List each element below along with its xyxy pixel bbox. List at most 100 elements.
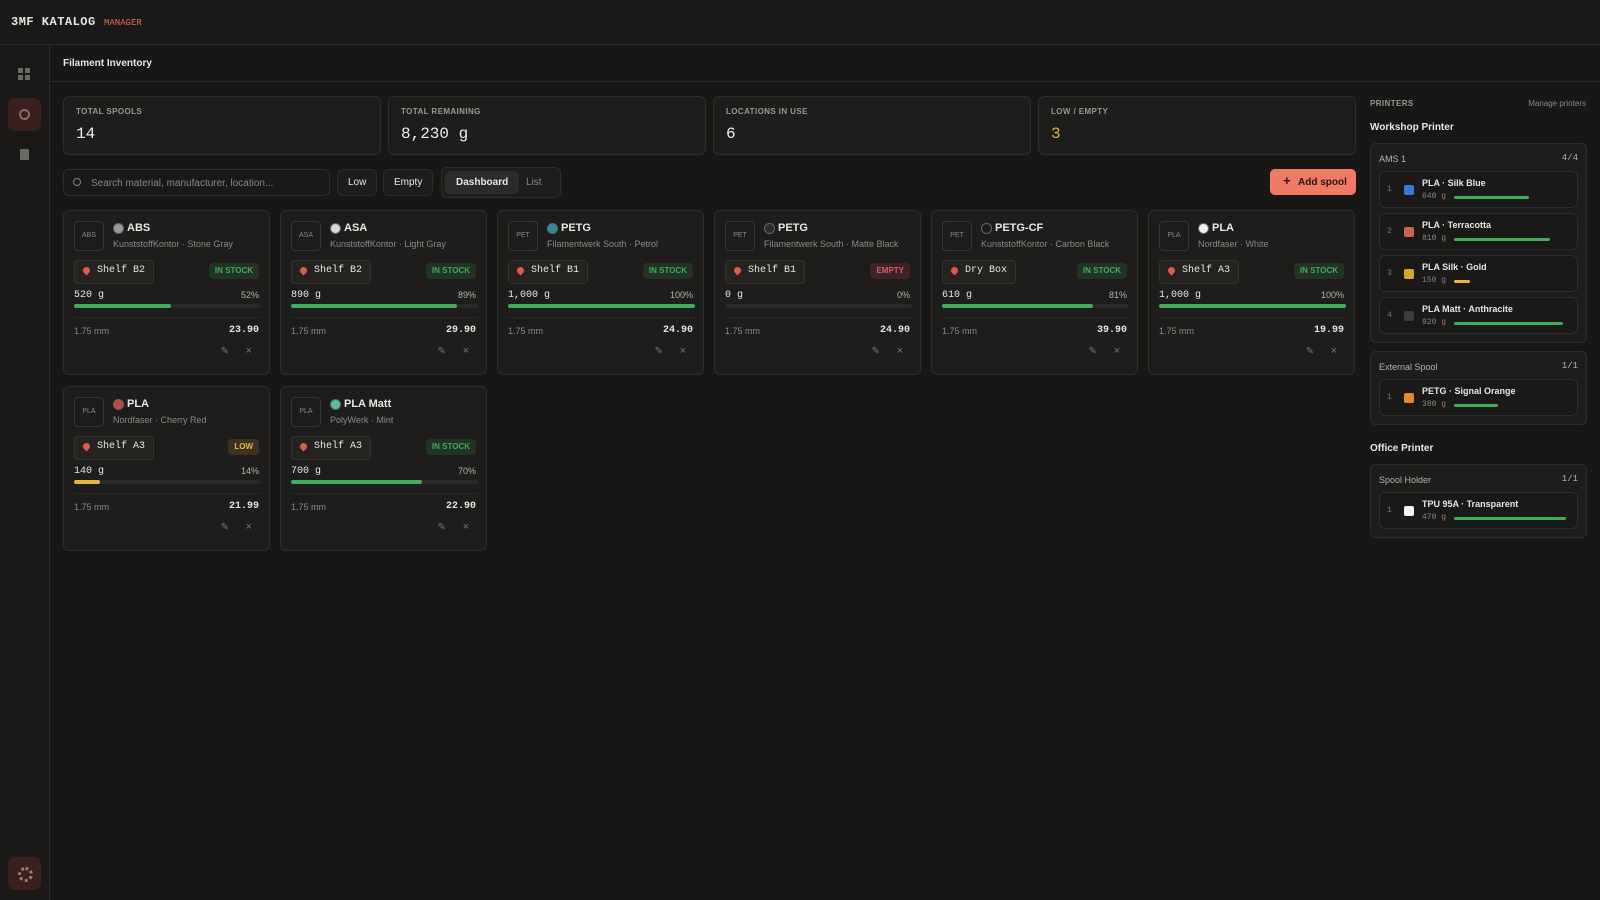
search-input[interactable]: Search material, manufacturer, location.… [63,169,330,196]
stat-card: TOTAL SPOOLS 14 [63,96,381,155]
location-pill: Dry Box [942,260,1017,284]
slot-color [1404,227,1414,237]
slot-color [1404,506,1414,516]
slot-name: TPU 95A · Transparent [1422,499,1519,509]
spool-card[interactable]: ASA ASA KunststoffKontor · Light Gray Shelf… [280,210,487,375]
diameter: 1.75 mm [74,326,110,336]
view-list[interactable]: List [526,177,542,188]
color-dot [981,223,992,234]
slot-fill [1454,196,1530,199]
fill-bar [508,304,695,308]
location-pill: Shelf B2 [74,260,155,284]
slot[interactable]: 2 PLA · Terracotta 810 g [1379,213,1578,250]
fill-bar [291,304,458,308]
nav-trash[interactable] [20,149,29,160]
spool-card[interactable]: PET PETG Filamentwerk South · Petrol Shelf … [497,210,704,375]
color-dot [330,223,341,234]
edit-button[interactable]: ✎ [1088,346,1097,357]
manufacturer: KunststoffKontor · Light Gray [330,239,446,249]
spool-card[interactable]: ABS ABS KunststoffKontor · Stone Gray Shelf… [63,210,270,375]
price: 22.90 [445,501,476,512]
delete-button[interactable]: × [1113,345,1120,357]
slot[interactable]: 1 TPU 95A · Transparent 470 g [1379,492,1578,529]
slot[interactable]: 3 PLA Silk · Gold 150 g [1379,255,1578,292]
fill-track [74,304,261,308]
view-dashboard[interactable]: Dashboard [445,171,520,194]
manufacturer: Filamentwerk South · Petrol [547,239,659,249]
filter-button[interactable]: Low [337,169,378,196]
slot-color [1404,185,1414,195]
edit-button[interactable]: ✎ [220,522,229,533]
pin-icon [1166,265,1177,276]
pin-icon [515,265,526,276]
color-dot [547,223,558,234]
percent: 70% [457,466,476,476]
delete-button[interactable]: × [245,521,252,533]
slot-name: PLA · Silk Blue [1422,178,1486,188]
manage-printers[interactable]: Manage printers [1528,99,1586,108]
delete-button[interactable]: × [1330,345,1337,357]
manufacturer: KunststoffKontor · Carbon Black [981,239,1110,249]
slot-track [1454,404,1566,407]
spool-card[interactable]: PLA PLA Matt PolyWerk · Mint Shelf A3 IN STO… [280,386,487,551]
diameter: 1.75 mm [942,326,978,336]
stat-card: LOCATIONS IN USE 6 [713,96,1031,155]
fill-track [725,304,912,308]
status-badge: IN STOCK [208,263,259,279]
filter-button[interactable]: Empty [383,169,434,196]
weight: 520 g [74,290,105,301]
spool-card[interactable]: PET PETG-CF KunststoffKontor · Carbon Blac… [931,210,1138,375]
slot-weight: 920 g [1422,318,1447,327]
stat-label: TOTAL SPOOLS [76,107,143,116]
slot-fill [1454,404,1498,407]
diameter: 1.75 mm [291,502,327,512]
material-name: ABS [127,222,151,234]
delete-button[interactable]: × [462,345,469,357]
spool-card[interactable]: PLA PLA Nordfaser · Cherry Red Shelf A3 LOW 1… [63,386,270,551]
manufacturer: Nordfaser · White [1198,239,1269,249]
nav-dashboard[interactable] [18,68,30,80]
weight: 0 g [725,290,744,301]
diameter: 1.75 mm [291,326,327,336]
status-badge: IN STOCK [642,263,693,279]
edit-button[interactable]: ✎ [437,346,446,357]
stat-value: 8,230 g [401,125,469,143]
edit-button[interactable]: ✎ [871,346,880,357]
edit-button[interactable]: ✎ [654,346,663,357]
spool-unit: Spool Holder 1/1 1 TPU 95A · Transparent 470… [1370,464,1587,538]
pin-icon [298,441,309,452]
slot[interactable]: 1 PLA · Silk Blue 640 g [1379,171,1578,208]
material-code: ABS [74,221,104,251]
slot[interactable]: 1 PETG · Signal Orange 380 g [1379,379,1578,416]
edit-button[interactable]: ✎ [220,346,229,357]
percent: 100% [1320,290,1344,300]
price: 21.99 [228,501,259,512]
spool-card[interactable]: PET PETG Filamentwerk South · Matte Black S… [714,210,921,375]
stat-value: 3 [1051,125,1061,143]
status-badge: IN STOCK [1076,263,1127,279]
search-placeholder: Search material, manufacturer, location.… [91,178,274,189]
edit-button[interactable]: ✎ [1305,346,1314,357]
delete-button[interactable]: × [245,345,252,357]
add-spool-button[interactable]: + Add spool [1270,169,1356,195]
spool-unit: AMS 1 4/4 1 PLA · Silk Blue 640 g 2 PLA · Terr… [1370,143,1587,343]
delete-button[interactable]: × [462,521,469,533]
delete-button[interactable]: × [679,345,686,357]
fill-track [1159,304,1346,308]
delete-button[interactable]: × [896,345,903,357]
add-label: Add spool [1298,177,1347,188]
manufacturer: KunststoffKontor · Stone Gray [113,239,233,249]
slot-name: PLA Silk · Gold [1422,262,1487,272]
price: 24.90 [879,325,910,336]
spool-card[interactable]: PLA PLA Nordfaser · White Shelf A3 IN STOCK 1… [1148,210,1355,375]
slot[interactable]: 4 PLA Matt · Anthracite 920 g [1379,297,1578,334]
material-name: PETG-CF [995,222,1044,234]
color-dot [764,223,775,234]
unit-count: 1/1 [1561,361,1578,371]
slot-index: 4 [1387,311,1392,320]
material-code: PLA [1159,221,1189,251]
nav-filament[interactable] [8,98,41,131]
edit-button[interactable]: ✎ [437,522,446,533]
nav-settings[interactable] [8,857,41,890]
slot-color [1404,269,1414,279]
